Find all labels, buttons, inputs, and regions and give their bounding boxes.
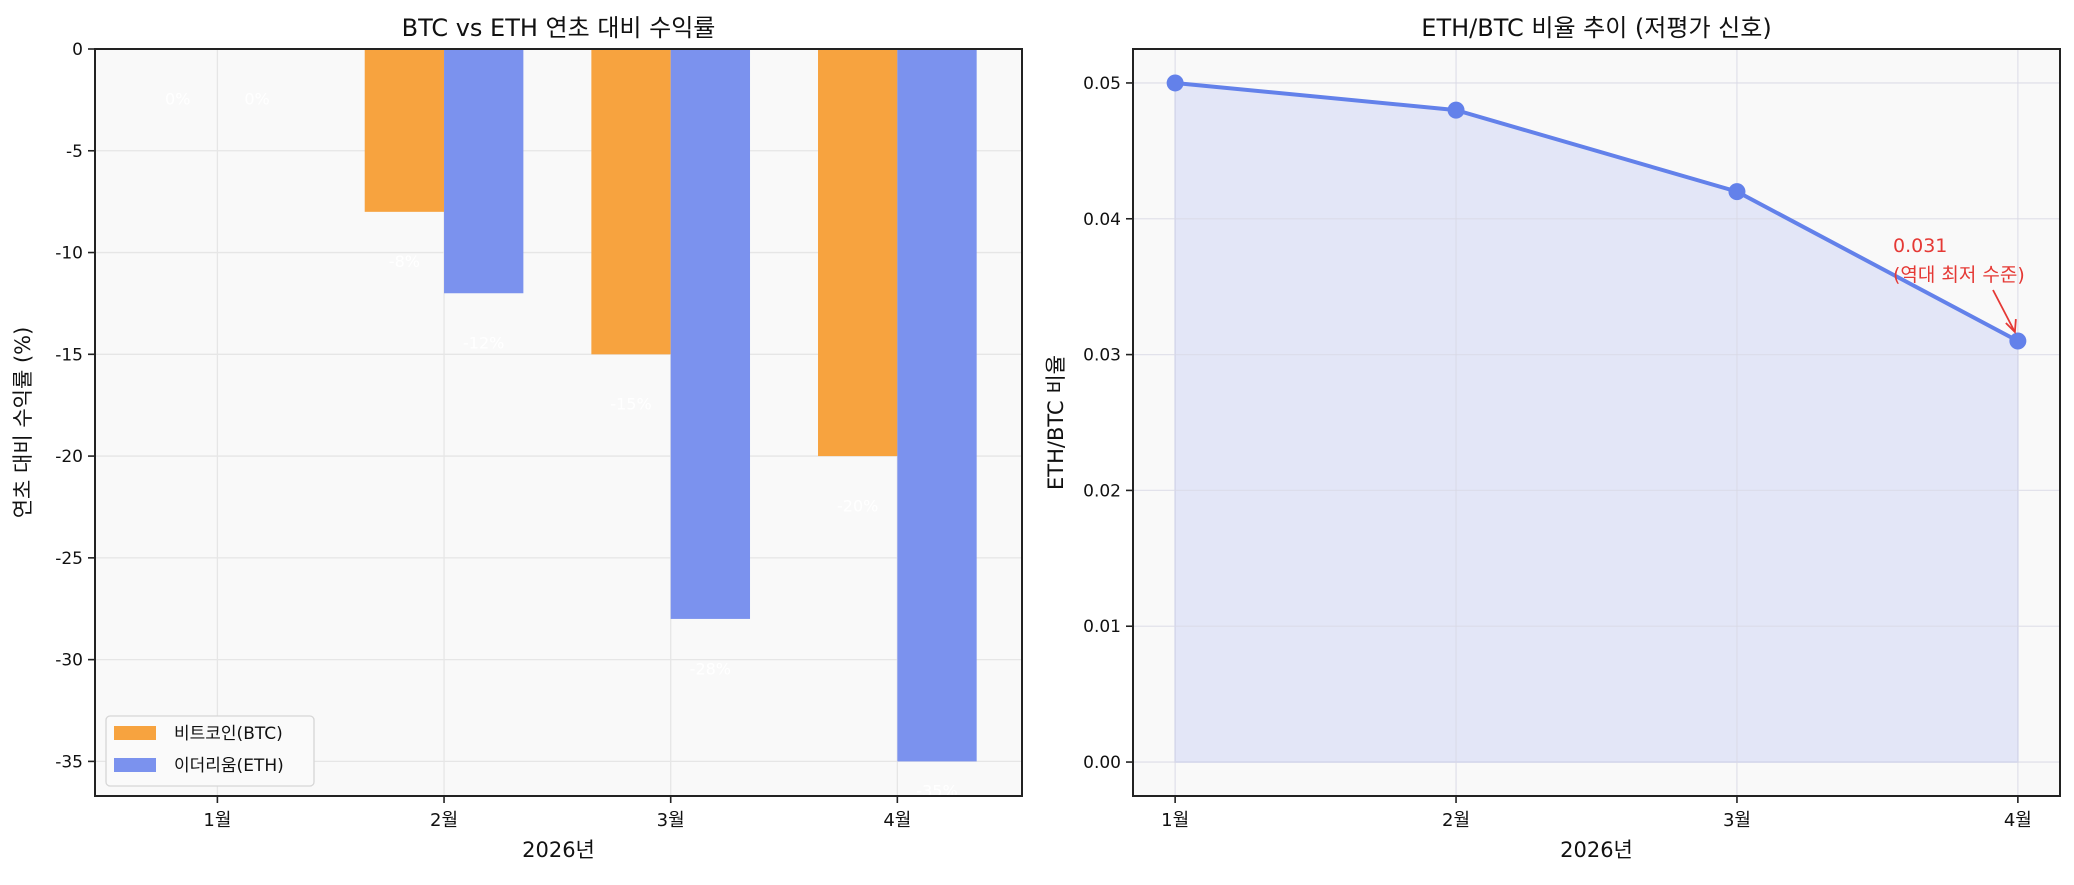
data-label: -8% (389, 252, 420, 271)
x-tick-label: 3월 (1723, 810, 1751, 831)
x-tick-label: 3월 (657, 810, 685, 831)
y-tick-label: -5 (66, 142, 83, 162)
x-axis-label: 2026년 (1560, 838, 1633, 862)
data-point (2009, 332, 2027, 350)
data-label: -28% (690, 659, 731, 678)
y-tick-label: 0.02 (1083, 481, 1121, 501)
x-tick-label: 2월 (430, 810, 458, 831)
annotation-text: (역대 최저 수준) (1893, 264, 2025, 286)
y-tick-label: -25 (55, 549, 83, 569)
data-point (1166, 74, 1184, 92)
legend-swatch (114, 758, 156, 772)
y-tick-label: 0 (72, 40, 83, 60)
y-tick-label: -35 (55, 752, 83, 772)
legend-box (105, 715, 315, 787)
y-tick-label: 0.04 (1083, 210, 1121, 230)
legend-swatch (114, 726, 156, 740)
y-tick-label: -15 (55, 345, 83, 365)
bar-eth (444, 49, 524, 294)
x-tick-label: 1월 (1161, 810, 1189, 831)
data-label: 0% (165, 89, 190, 108)
y-axis-label: 연초 대비 수익률 (%) (11, 327, 35, 519)
annotation-arrow (1992, 289, 2016, 333)
data-label: -12% (463, 334, 504, 353)
y-tick-label: -30 (55, 651, 83, 671)
bar-btc (591, 49, 671, 355)
y-tick-label: -20 (55, 447, 83, 467)
x-tick-label: 4월 (2004, 810, 2032, 831)
y-tick-label: -10 (55, 244, 83, 264)
x-tick-label: 1월 (203, 810, 231, 831)
chart-title: BTC vs ETH 연초 대비 수익률 (402, 14, 716, 42)
axes-frame (94, 48, 1023, 797)
legend-label: 이더리움(ETH) (174, 756, 284, 776)
y-axis-label: ETH/BTC 비율 (1044, 355, 1068, 490)
arrow-head-icon (2005, 318, 2017, 335)
data-label: -35% (916, 782, 957, 801)
y-tick-label: 0.03 (1083, 346, 1121, 366)
bar-btc (818, 49, 898, 457)
bar-btc (364, 49, 445, 212)
data-label: 0% (244, 89, 269, 108)
legend: 비트코인(BTC) 이더리움(ETH) (105, 715, 315, 787)
series-line (1174, 80, 2019, 343)
chart-title: ETH/BTC 비율 추이 (저평가 신호) (1421, 14, 1771, 42)
x-axis-label: 2026년 (522, 838, 595, 862)
bar-eth (670, 49, 751, 619)
y-tick-label: 0.00 (1083, 753, 1121, 773)
y-tick-label: 0.01 (1083, 617, 1121, 637)
legend-label: 비트코인(BTC) (174, 724, 283, 744)
data-label: -15% (610, 395, 651, 414)
annotation-value: 0.031 (1893, 235, 1947, 257)
data-point (1728, 183, 1746, 201)
x-tick-label: 4월 (883, 810, 911, 831)
line-chart: 0.031 (역대 최저 수준) 1월 2월 3월 4월 0.00 0.01 0.02 0.03 0… (1044, 14, 2061, 862)
bar-eth (897, 49, 977, 762)
y-tick-label: 0.05 (1083, 74, 1121, 94)
x-tick-label: 2월 (1442, 810, 1470, 831)
data-label: -20% (837, 496, 878, 515)
bar-chart: 0% -8% -15% -20% 0% -12% -28% -35% 1월 2월 3월 4월 0 -5 -1… (11, 14, 1023, 862)
data-point (1447, 101, 1465, 119)
axes-frame (1132, 48, 2061, 797)
